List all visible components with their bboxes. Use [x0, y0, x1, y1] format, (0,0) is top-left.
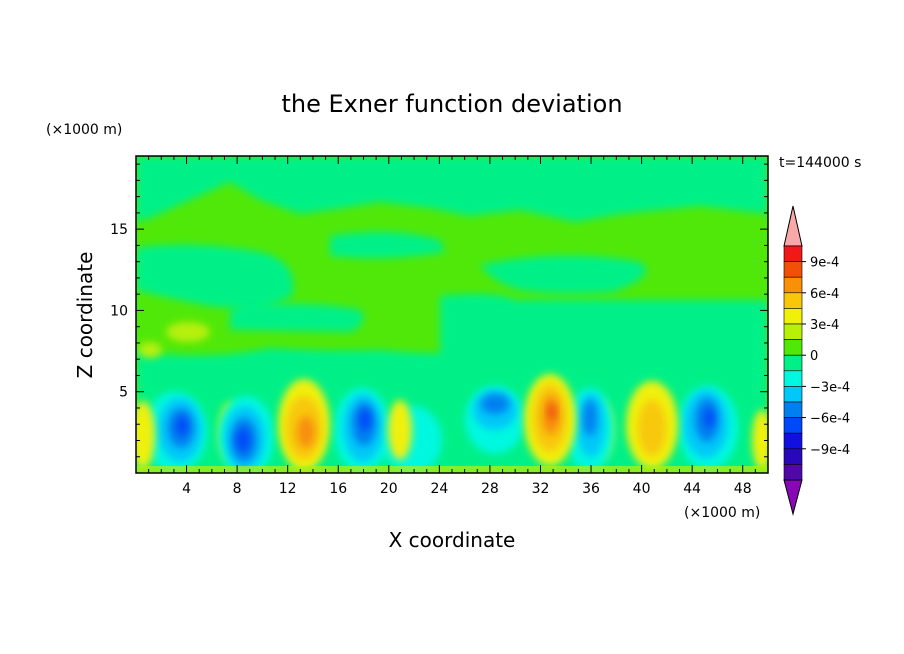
colorbar-box: [784, 324, 802, 340]
colorbar-tick-label: 9e-4: [810, 256, 839, 271]
colorbar-tick-label: −9e-4: [810, 443, 850, 458]
colorbar-overflow-high: [784, 206, 802, 246]
colorbar-box: [784, 277, 802, 293]
chart-title: the Exner function deviation: [281, 90, 622, 118]
colorbar-box: [784, 262, 802, 278]
colorbar-tick-label: −6e-4: [810, 412, 850, 427]
y-tick-label: 10: [110, 303, 128, 319]
colorbar-box: [784, 355, 802, 371]
colorbar-box: [784, 402, 802, 418]
y-unit-label: (×1000 m): [46, 122, 122, 138]
colorbar-box: [784, 371, 802, 387]
y-tick-label: 5: [119, 385, 128, 401]
colorbar-overflow-low: [784, 480, 802, 514]
x-axis-label: X coordinate: [389, 528, 516, 552]
colorbar-box: [784, 308, 802, 324]
colorbar-box: [784, 464, 802, 480]
colorbar-box: [784, 386, 802, 402]
colorbar-box: [784, 433, 802, 449]
x-tick-label: 48: [734, 481, 752, 497]
colorbar-box: [784, 246, 802, 262]
x-tick-label: 8: [233, 481, 242, 497]
x-tick-label: 32: [532, 481, 550, 497]
colorbar-tick-label: 3e-4: [810, 318, 839, 333]
x-tick-label: 36: [582, 481, 600, 497]
colorbar-tick-label: −3e-4: [810, 380, 850, 395]
colorbar: 9e-4 6e-4 3e-4 0 −3e-4 −6e-4 −9e-4: [784, 206, 850, 514]
contour-band-deep-orange: [548, 404, 556, 420]
x-tick-label: 44: [683, 481, 701, 497]
y-axis-label: Z coordinate: [73, 252, 97, 379]
time-label: t=144000 s: [779, 155, 861, 171]
x-tick-label: 16: [329, 481, 347, 497]
colorbar-box: [784, 293, 802, 309]
colorbar-box: [784, 340, 802, 356]
colorbar-tick-label: 0: [810, 349, 818, 364]
contour-plot-area: [131, 156, 772, 476]
colorbar-tick-label: 6e-4: [810, 287, 839, 302]
x-unit-label: (×1000 m): [684, 505, 760, 521]
x-tick-label: 28: [481, 481, 499, 497]
colorbar-box: [784, 449, 802, 465]
x-tick-label: 40: [633, 481, 651, 497]
x-tick-label: 20: [380, 481, 398, 497]
y-tick-label: 15: [110, 222, 128, 238]
x-tick-label: 4: [182, 481, 191, 497]
x-tick-label: 12: [279, 481, 297, 497]
x-tick-label: 24: [430, 481, 448, 497]
colorbar-box: [784, 418, 802, 434]
